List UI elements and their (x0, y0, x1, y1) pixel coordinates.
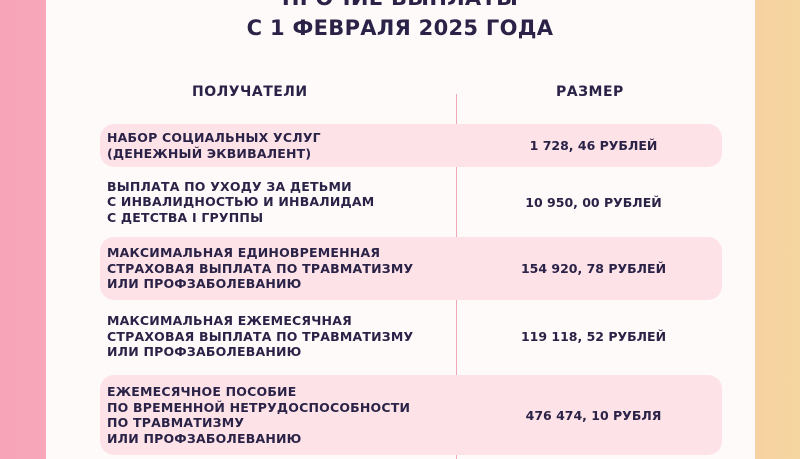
amount-cell: 1 728, 46 РУБЛЕЙ (529, 138, 658, 153)
amount-cell: 154 920, 78 РУБЛЕЙ (520, 261, 667, 276)
amount-cell: 10 950, 00 РУБЛЕЙ (525, 194, 662, 210)
amount-cell: 476 474, 10 РУБЛЯ (525, 407, 662, 423)
table-row: МАКСИМАЛЬНАЯ ЕЖЕМЕСЯЧНАЯ СТРАХОВАЯ ВЫПЛАТ… (100, 305, 722, 368)
recipient-cell: МАКСИМАЛЬНАЯ ЕЖЕМЕСЯЧНАЯ СТРАХОВАЯ ВЫПЛАТ… (107, 305, 413, 368)
recipient-line: МАКСИМАЛЬНАЯ ЕЖЕМЕСЯЧНАЯ (107, 313, 352, 329)
recipient-line: С ДЕТСТВА I ГРУППЫ (107, 209, 264, 225)
recipient-line: (ДЕНЕЖНЫЙ ЭКВИВАЛЕНТ) (107, 145, 312, 161)
table-row: МАКСИМАЛЬНАЯ ЕДИНОВРЕМЕННАЯ СТРАХОВАЯ ВЫП… (100, 237, 722, 300)
recipient-line: ИЛИ ПРОФЗАБОЛЕВАНИЮ (107, 344, 302, 360)
recipient-line: ПО ВРЕМЕННОЙ НЕТРУДОСПОСОБНОСТИ (107, 399, 411, 415)
column-header: ПОЛУЧАТЕЛИ (192, 84, 308, 100)
title-line: С 1 ФЕВРАЛЯ 2025 ГОДА (246, 16, 554, 40)
recipient-cell: МАКСИМАЛЬНАЯ ЕДИНОВРЕМЕННАЯ СТРАХОВАЯ ВЫП… (107, 237, 413, 300)
table-row: ВЫПЛАТА ПО УХОДУ ЗА ДЕТЬМИ С ИНВАЛИДНОСТЬ… (100, 172, 722, 232)
column-header: РАЗМЕР (556, 84, 624, 100)
recipient-line: СТРАХОВАЯ ВЫПЛАТА ПО ТРАВМАТИЗМУ (107, 260, 414, 276)
recipient-line: ЕЖЕМЕСЯЧНОЕ ПОСОБИЕ (107, 384, 297, 399)
recipient-line: ИЛИ ПРОФЗАБОЛЕВАНИЮ (107, 276, 302, 292)
recipient-line: С ИНВАЛИДНОСТЬЮ И ИНВАЛИДАМ (107, 194, 375, 210)
recipient-line: ВЫПЛАТА ПО УХОДУ ЗА ДЕТЬМИ (107, 178, 352, 194)
amount-cell: 119 118, 52 РУБЛЕЙ (520, 329, 667, 344)
recipient-line: СТРАХОВАЯ ВЫПЛАТА ПО ТРАВМАТИЗМУ (107, 328, 414, 344)
recipient-cell: НАБОР СОЦИАЛЬНЫХ УСЛУГ (ДЕНЕЖНЫЙ ЭКВИВАЛЕ… (107, 124, 321, 167)
recipient-line: МАКСИМАЛЬНАЯ ЕДИНОВРЕМЕННАЯ (107, 245, 381, 261)
recipient-cell: ВЫПЛАТА ПО УХОДУ ЗА ДЕТЬМИ С ИНВАЛИДНОСТЬ… (107, 172, 374, 232)
recipient-cell: ЕЖЕМЕСЯЧНОЕ ПОСОБИЕ ПО ВРЕМЕННОЙ НЕТРУДОС… (107, 375, 410, 455)
table-row: ЕЖЕМЕСЯЧНОЕ ПОСОБИЕ ПО ВРЕМЕННОЙ НЕТРУДОС… (100, 375, 722, 455)
title-line: ПРОЧИЕ ВЫПЛАТЫ (0, 0, 800, 10)
recipient-line: ПО ТРАВМАТИЗМУ (107, 415, 245, 430)
recipient-line: ИЛИ ПРОФЗАБОЛЕВАНИЮ (107, 430, 302, 446)
table-row: НАБОР СОЦИАЛЬНЫХ УСЛУГ (ДЕНЕЖНЫЙ ЭКВИВАЛЕ… (100, 124, 722, 167)
recipient-line: НАБОР СОЦИАЛЬНЫХ УСЛУГ (107, 130, 321, 145)
